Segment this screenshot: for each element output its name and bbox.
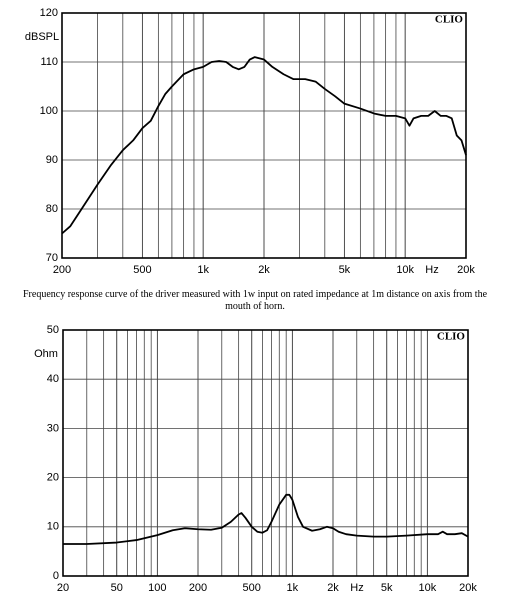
x-tick-label: 1k <box>197 264 209 276</box>
x-tick-label: 200 <box>189 582 207 594</box>
data-line <box>61 56 467 235</box>
y-tick-label: 90 <box>46 154 58 166</box>
watermark: CLIO <box>437 331 466 343</box>
x-tick-label: 10k <box>396 264 414 276</box>
y-tick-label: 0 <box>53 570 59 582</box>
y-tick-label: 30 <box>47 422 59 434</box>
x-tick-label: 5k <box>381 582 393 594</box>
x-axis-label: Hz <box>425 264 438 276</box>
x-tick-label: 50 <box>111 582 123 594</box>
y-tick-label: 20 <box>47 472 59 484</box>
y-tick-label: 110 <box>40 56 58 68</box>
x-axis-label: Hz <box>350 582 363 594</box>
y-tick-label: 50 <box>47 324 59 336</box>
watermark: CLIO <box>435 14 464 26</box>
x-tick-label: 500 <box>133 264 151 276</box>
x-tick-label: 100 <box>148 582 166 594</box>
y-tick-label: 100 <box>40 105 58 117</box>
x-tick-label: 20 <box>57 582 69 594</box>
x-tick-label: 10k <box>418 582 436 594</box>
x-tick-label: 200 <box>53 264 71 276</box>
plot-frame <box>61 12 467 259</box>
x-tick-label: 20k <box>459 582 477 594</box>
data-line <box>63 493 469 545</box>
y-axis-label: dBSPL <box>25 31 59 43</box>
x-tick-label: 1k <box>287 582 299 594</box>
caption: Frequency response curve of the driver m… <box>22 289 488 312</box>
x-tick-label: 20k <box>457 264 475 276</box>
y-tick-label: 40 <box>47 373 59 385</box>
x-tick-label: 500 <box>243 582 261 594</box>
y-tick-label: 10 <box>47 521 59 533</box>
y-tick-label: 80 <box>46 203 58 215</box>
y-axis-label: Ohm <box>34 348 58 360</box>
x-tick-label: 2k <box>258 264 270 276</box>
y-tick-label: 70 <box>46 252 58 264</box>
y-tick-label: 120 <box>40 7 58 19</box>
x-tick-label: 5k <box>339 264 351 276</box>
x-tick-label: 2k <box>327 582 339 594</box>
plot-frame <box>62 329 469 577</box>
